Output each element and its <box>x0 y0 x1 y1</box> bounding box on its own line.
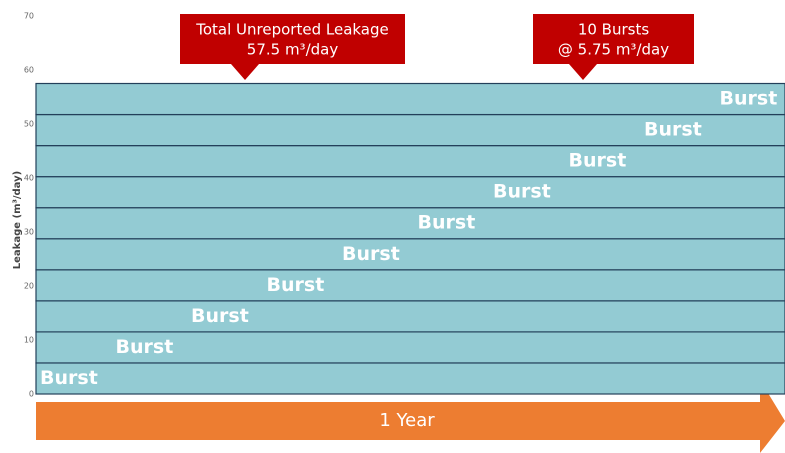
callout-text: 57.5 m³/day <box>247 41 339 59</box>
burst-band <box>35 176 785 209</box>
burst-label: Burst <box>267 274 325 296</box>
burst-band <box>35 362 785 395</box>
callout <box>180 14 405 80</box>
x-label: 1 Year <box>379 410 435 431</box>
burst-label: Burst <box>644 119 702 141</box>
y-label: Leakage (m³/day) <box>12 171 23 269</box>
burst-label: Burst <box>116 336 174 358</box>
burst-band <box>35 300 785 333</box>
burst-label: Burst <box>342 243 400 265</box>
callout-text: 10 Bursts <box>578 21 650 39</box>
y-tick-label: 10 <box>24 336 34 345</box>
burst-band <box>35 145 785 178</box>
burst-label: Burst <box>418 212 476 234</box>
burst-label: Burst <box>569 150 627 172</box>
burst-band <box>35 238 785 271</box>
y-tick-label: 40 <box>24 174 34 183</box>
callout <box>533 14 694 80</box>
callout-text: @ 5.75 m³/day <box>558 41 669 59</box>
y-tick-label: 0 <box>29 390 34 399</box>
burst-band <box>35 113 785 147</box>
burst-band <box>35 207 785 240</box>
burst-label: Burst <box>191 305 249 327</box>
y-tick-label: 60 <box>24 66 34 75</box>
y-tick-label: 70 <box>24 12 34 21</box>
burst-band <box>35 82 785 116</box>
time-arrow <box>36 380 785 453</box>
y-tick-label: 30 <box>24 228 34 237</box>
burst-label: Burst <box>493 181 551 203</box>
burst-label: Burst <box>40 367 98 389</box>
callout-text: Total Unreported Leakage <box>195 21 389 39</box>
burst-band <box>35 269 785 302</box>
burst-label: Burst <box>720 88 778 110</box>
y-tick-label: 20 <box>24 282 34 291</box>
y-tick-label: 50 <box>24 120 34 129</box>
